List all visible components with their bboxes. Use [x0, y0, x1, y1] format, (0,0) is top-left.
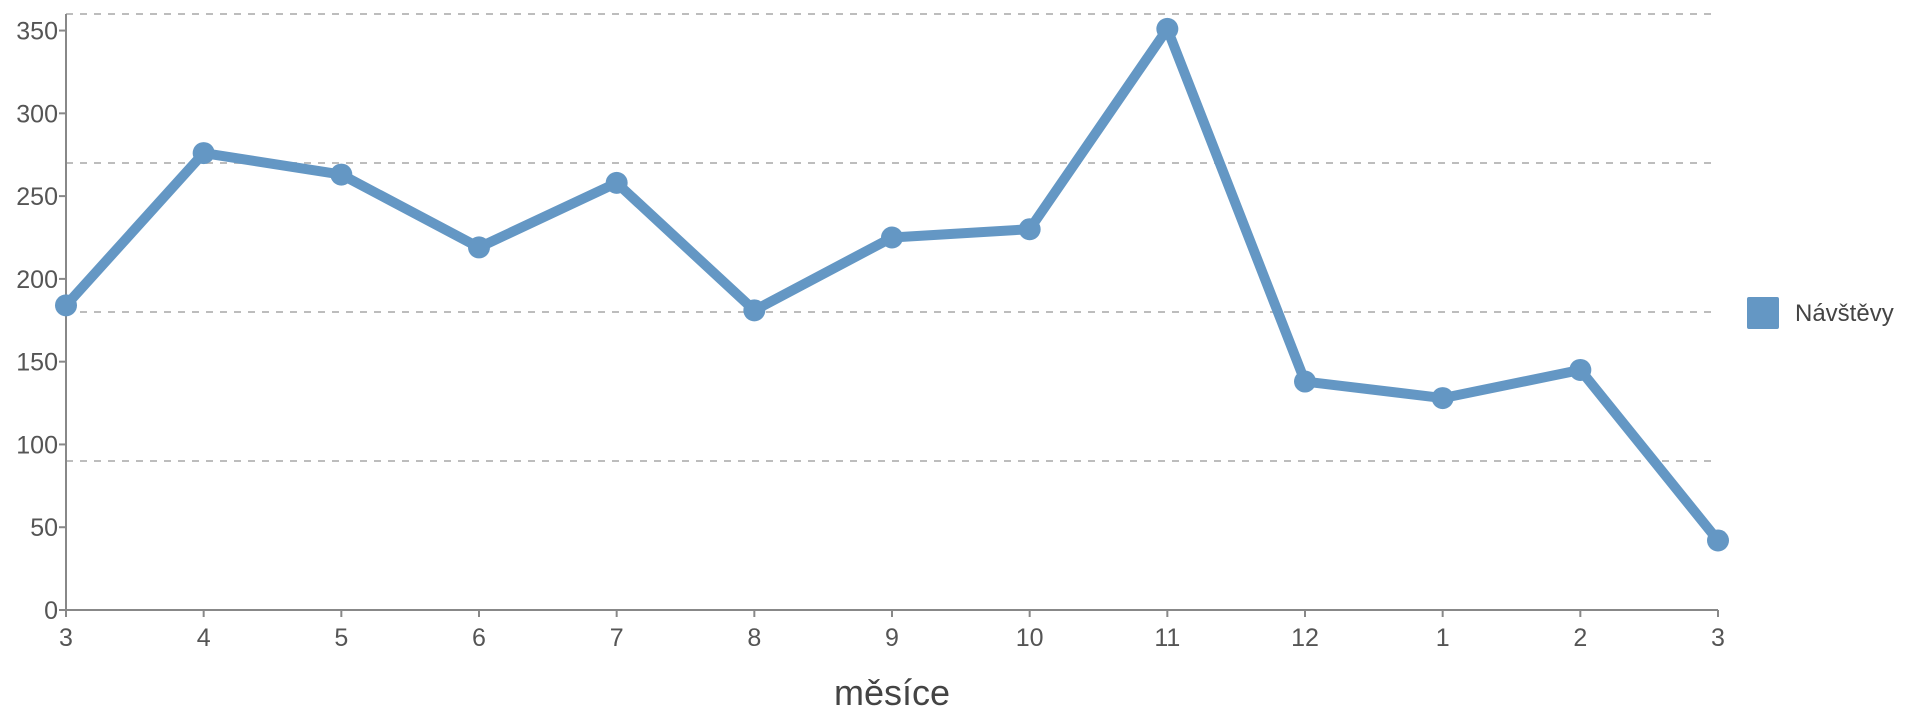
x-tick-label: 6: [472, 624, 486, 652]
legend-swatch: [1747, 297, 1779, 329]
y-tick-label: 150: [16, 349, 58, 377]
x-tick-label: 8: [747, 624, 761, 652]
data-point[interactable]: [192, 142, 215, 165]
x-tick-label: 12: [1291, 624, 1319, 652]
grid-lines: [66, 13, 1718, 462]
y-tick-label: 100: [16, 431, 58, 459]
x-tick-label: 2: [1573, 624, 1587, 652]
x-tick-label: 10: [1016, 624, 1044, 652]
x-tick-label: 3: [1711, 624, 1725, 652]
x-axis-title: měsíce: [834, 672, 950, 713]
y-tick-labels: 0 50 100 150 200 250 300 350: [16, 18, 66, 625]
legend[interactable]: Návštěvy: [1747, 297, 1894, 329]
y-tick-label: 200: [16, 266, 58, 294]
data-point[interactable]: [743, 299, 766, 322]
data-point[interactable]: [1018, 218, 1041, 241]
x-tick-label: 7: [610, 624, 624, 652]
data-point[interactable]: [330, 163, 353, 186]
data-point[interactable]: [881, 226, 903, 249]
y-tick-label: 350: [16, 18, 58, 46]
x-tick-label: 5: [334, 624, 348, 652]
legend-label: Návštěvy: [1795, 300, 1894, 327]
data-point[interactable]: [468, 236, 490, 259]
y-tick-label: 250: [16, 183, 58, 211]
x-tick-label: 4: [197, 624, 211, 652]
y-tick-label: 300: [16, 100, 58, 128]
series-line: [61, 23, 1723, 546]
data-point[interactable]: [605, 171, 628, 194]
x-tick-label: 11: [1154, 624, 1180, 652]
data-point[interactable]: [1294, 370, 1316, 393]
data-point[interactable]: [1569, 358, 1592, 381]
data-point[interactable]: [55, 294, 77, 317]
x-tick-label: 3: [59, 624, 73, 652]
x-tick-labels: 3 4 5 6 7 8 9 10 11 12 1 2 3: [59, 610, 1725, 652]
series: [55, 17, 1729, 552]
data-point[interactable]: [1707, 529, 1729, 552]
y-tick-label: 0: [44, 597, 58, 625]
data-point[interactable]: [1156, 17, 1179, 40]
x-tick-label: 9: [885, 624, 899, 652]
data-point[interactable]: [1431, 387, 1454, 410]
x-tick-label: 1: [1436, 624, 1450, 652]
y-tick-label: 50: [30, 514, 58, 542]
